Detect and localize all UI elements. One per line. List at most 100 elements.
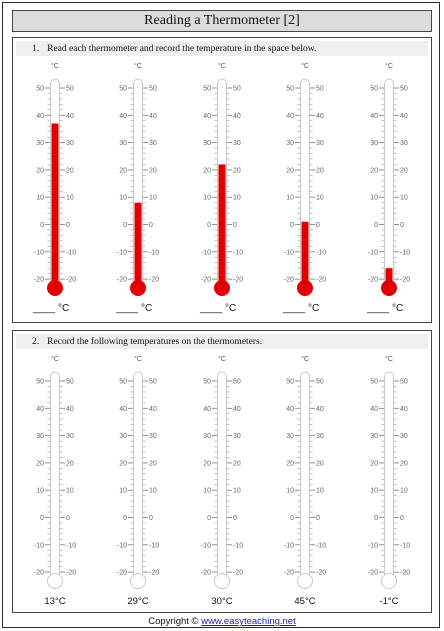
tick-label-left: -20 [368,277,378,284]
tick-label-right: 0 [233,515,237,522]
tick-label-left: 40 [119,113,127,120]
tick-label-left: 10 [370,488,378,495]
tick-label-right: 10 [316,195,324,202]
tick-label-left: 20 [36,460,44,467]
tick-label-left: -10 [368,542,378,549]
tick-label-right: 20 [316,460,324,467]
tick-label-right: 40 [149,113,157,120]
answer-blank[interactable]: ____ °C [116,303,153,314]
target-temperature-label: 29°C [127,596,149,607]
tick-label-left: 30 [203,433,211,440]
tick-label-left: 10 [203,195,211,202]
thermometer-bulb [381,573,397,589]
tick-label-left: -10 [284,249,294,256]
target-temperature-label: 30°C [211,596,233,607]
tick-label-right: 30 [66,433,74,440]
tick-label-left: -10 [201,249,211,256]
tick-label-left: 20 [370,460,378,467]
tick-label-left: 0 [374,222,378,229]
thermometer-bulb [297,573,313,589]
tick-label-left: 30 [370,140,378,147]
tick-label-left: 20 [119,460,127,467]
tick-label-right: 30 [316,140,324,147]
mercury-column [218,164,226,288]
thermometer-5: °C 50 50 40 40 30 30 20 20 10 10 0 0 -10 -10 -20 -20 [368,62,410,296]
tick-label-left: 0 [40,515,44,522]
unit-label: °C [134,62,142,70]
thermometer-1: °C 50 50 40 40 30 30 20 20 10 10 0 0 -10 -10 -20 -20 [34,355,76,589]
tick-label-left: 10 [286,195,294,202]
tick-label-right: 20 [400,167,408,174]
tick-label-right: 0 [316,222,320,229]
tick-label-right: 10 [316,488,324,495]
tick-label-left: 40 [370,113,378,120]
tick-label-left: -20 [34,570,44,577]
tick-label-left: 20 [36,167,44,174]
section1-number: 1. [32,43,40,54]
answer-blank[interactable]: ____ °C [283,303,320,314]
unit-label: °C [301,62,309,70]
tick-label-left: 30 [370,433,378,440]
tick-label-left: -20 [284,570,294,577]
tick-label-left: -20 [284,277,294,284]
tick-label-right: 10 [233,488,241,495]
tick-label-right: 30 [149,140,157,147]
thermometer-tube [300,371,310,580]
tick-label-right: 50 [149,379,157,386]
tick-label-left: 40 [36,113,44,120]
tick-label-left: -20 [201,570,211,577]
tick-label-right: -10 [66,542,76,549]
copyright-link[interactable]: www.easyteaching.net [201,616,296,627]
tick-label-right: -10 [149,249,159,256]
tick-label-right: -20 [66,570,76,577]
thermometer-3: °C 50 50 40 40 30 30 20 20 10 10 0 0 -10 -10 -20 -20 [201,62,243,296]
thermometer-tube [217,371,227,580]
tick-label-right: -10 [233,249,243,256]
target-temperature-label: 13°C [44,596,66,607]
tick-label-right: 20 [149,167,157,174]
tick-label-right: -20 [149,570,159,577]
tick-label-left: 40 [36,406,44,413]
section-read-thermometers: 1. Read each thermometer and record the … [12,37,432,323]
tick-label-right: 30 [400,140,408,147]
tick-label-left: 40 [286,406,294,413]
answer-blank[interactable]: ____ °C [33,303,70,314]
tick-label-right: -20 [66,277,76,284]
tick-label-right: 30 [66,140,74,147]
tick-label-right: 50 [149,86,157,93]
tick-label-right: 40 [233,113,241,120]
tick-label-left: 30 [119,140,127,147]
thermometer-5: °C 50 50 40 40 30 30 20 20 10 10 0 0 -10 -10 -20 -20 [368,355,410,589]
worksheet-title-bar: Reading a Thermometer [2] [12,10,432,32]
tick-label-right: 20 [400,460,408,467]
tick-label-left: 50 [119,86,127,93]
tick-label-right: 50 [400,86,408,93]
answer-blank[interactable]: ____ °C [367,303,404,314]
thermometer-bulb [130,573,146,589]
tick-label-left: 50 [286,379,294,386]
tick-label-left: -10 [34,249,44,256]
tick-label-right: 0 [233,222,237,229]
thermometer-4: °C 50 50 40 40 30 30 20 20 10 10 0 0 -10 -10 -20 -20 [284,62,326,296]
tick-label-left: -10 [284,542,294,549]
tick-label-left: -20 [117,570,127,577]
thermometer-tube [50,371,60,580]
tick-label-left: 50 [203,86,211,93]
answer-blank[interactable]: ____ °C [200,303,237,314]
tick-label-left: -10 [368,249,378,256]
unit-label: °C [218,355,226,363]
tick-label-right: 10 [66,488,74,495]
section-record-temperatures: 2. Record the following temperatures on … [12,330,432,613]
tick-label-left: 0 [123,515,127,522]
tick-label-right: 20 [149,460,157,467]
tick-label-right: 40 [149,406,157,413]
tick-label-right: 40 [233,406,241,413]
tick-label-left: 0 [290,222,294,229]
thermometer-tube [384,371,394,580]
tick-label-right: -20 [400,570,410,577]
section1-header: 1. Read each thermometer and record the … [16,41,428,56]
tick-label-right: -10 [400,542,410,549]
tick-label-right: 40 [400,406,408,413]
tick-label-left: 30 [36,433,44,440]
thermometer-bulb [47,573,63,589]
